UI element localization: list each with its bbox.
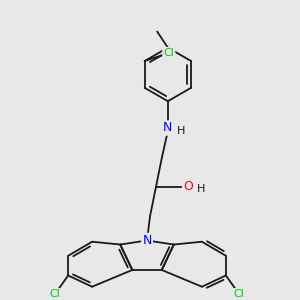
- Text: Cl: Cl: [163, 48, 174, 58]
- Text: N: N: [142, 234, 152, 247]
- Text: Cl: Cl: [234, 289, 245, 299]
- Text: Cl: Cl: [50, 289, 60, 299]
- Text: H: H: [177, 126, 185, 136]
- Text: O: O: [183, 180, 193, 194]
- Text: N: N: [163, 122, 172, 134]
- Text: H: H: [196, 184, 205, 194]
